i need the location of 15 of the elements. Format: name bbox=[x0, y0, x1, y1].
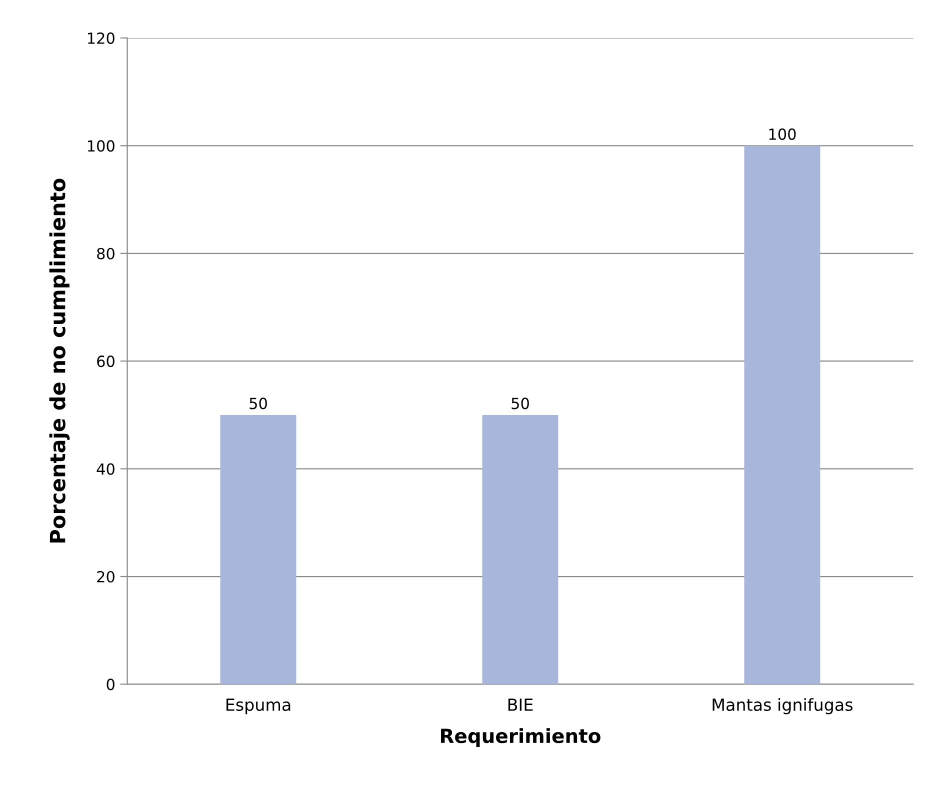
data-label: 50 bbox=[512, 398, 529, 410]
y-tick-label: 120 bbox=[88, 32, 114, 44]
y-tick-label: 100 bbox=[88, 140, 114, 152]
y-axis-title: Porcentaje de no cumplimiento bbox=[49, 178, 70, 542]
y-tick-label: 80 bbox=[97, 248, 114, 260]
x-tick-label: Mantas ignifugas bbox=[712, 698, 853, 714]
data-label: 50 bbox=[250, 398, 267, 410]
y-tick-label: 20 bbox=[97, 570, 114, 583]
y-tick-label: 0 bbox=[106, 678, 114, 690]
y-tick-label: 60 bbox=[97, 356, 114, 368]
x-axis-title: Requerimiento bbox=[441, 728, 600, 747]
data-label: 100 bbox=[769, 128, 796, 140]
x-tick-label: BIE bbox=[508, 698, 533, 711]
x-tick-label: Espuma bbox=[226, 698, 290, 714]
y-tick-label: 40 bbox=[96, 463, 114, 475]
